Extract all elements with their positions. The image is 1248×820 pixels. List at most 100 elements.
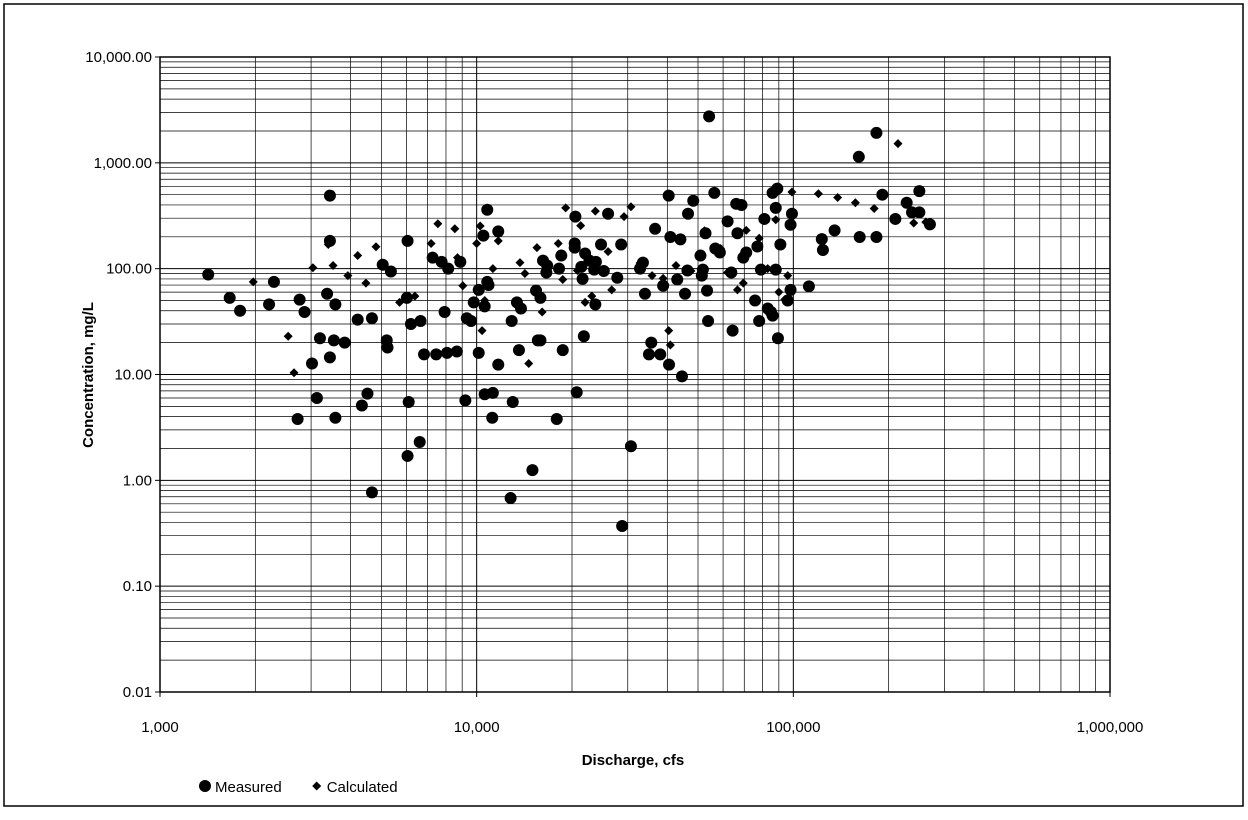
point [645,336,658,349]
legend-label: Calculated [327,779,398,796]
y-tick-label: 1.00 [123,472,152,489]
point [512,344,525,357]
point [726,324,739,337]
point [853,231,866,244]
point [353,251,363,261]
point [595,238,608,251]
point [472,283,485,296]
point [671,273,684,286]
point [682,207,695,220]
y-tick-label: 0.10 [123,578,152,595]
point [486,411,499,424]
point [649,222,662,235]
point [355,399,368,412]
point [478,300,491,313]
point [376,258,389,271]
point [784,283,797,296]
point [480,296,490,306]
point [754,233,764,243]
point [675,370,688,383]
point [576,272,589,285]
point [616,520,629,533]
x-axis-label: Discharge, cfs [582,752,685,769]
point [658,273,668,283]
point [721,215,734,228]
point [703,110,716,123]
point [492,225,505,238]
point [381,341,394,354]
point [467,296,480,309]
point [482,279,495,292]
point [361,278,371,288]
point [771,215,781,225]
point [785,207,798,220]
point [635,258,645,268]
point [555,249,568,262]
point [458,281,468,291]
point [313,332,326,345]
point [647,271,657,281]
point [802,280,815,293]
point [401,234,414,247]
point [481,203,494,216]
point [291,412,304,425]
point [913,206,926,219]
point [580,297,590,307]
point [453,253,463,263]
point [505,315,518,328]
point [298,305,311,318]
point [351,313,364,326]
y-tick-label: 1,000.00 [94,155,152,172]
point [534,334,547,347]
point [308,263,318,273]
point [475,221,485,231]
point [657,279,670,292]
point [869,204,879,214]
point [472,238,482,248]
point [450,224,460,234]
x-tick-label: 10,000 [454,719,500,736]
point [870,126,883,139]
point [694,249,707,262]
point [395,297,405,307]
point [766,309,779,322]
point [833,193,843,203]
point [534,291,547,304]
point [889,212,902,225]
point [492,358,505,371]
point [769,201,782,214]
point [361,387,374,400]
point [702,315,715,328]
point [441,346,454,359]
point [774,238,787,251]
point [687,194,700,207]
point [607,285,617,295]
point [477,326,487,336]
point [514,302,527,315]
point [234,304,247,317]
point [674,233,687,246]
point [569,210,582,223]
point [418,348,431,361]
point [716,244,726,254]
point [267,275,280,288]
point [570,386,583,399]
point [329,298,342,311]
point [828,224,841,237]
point [589,298,602,311]
point [327,334,340,347]
point [615,238,628,251]
point [323,189,336,202]
point [323,351,336,364]
point [876,188,889,201]
point [338,336,351,349]
point [624,440,637,453]
point [263,298,276,311]
marks [202,110,936,533]
point [556,344,569,357]
point [283,331,293,341]
x-tick-label: 1,000 [141,719,179,736]
point [384,265,397,278]
point [723,267,733,277]
point [558,275,568,285]
